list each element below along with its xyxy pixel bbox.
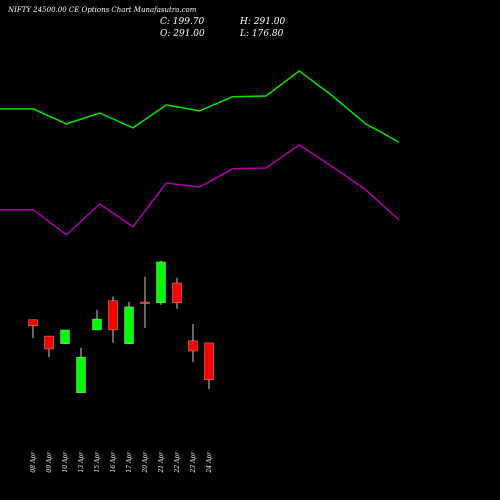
ohlc-label: H: 291.00: [239, 17, 286, 27]
candle-body: [124, 306, 134, 344]
x-tick-label: 15 Apr: [94, 451, 101, 473]
chart-title: NIFTY 24500.00 CE Options Chart Munafasu…: [7, 6, 197, 14]
candle-body: [92, 318, 102, 331]
x-tick-label: 10 Apr: [62, 451, 69, 473]
candle-body: [60, 329, 70, 344]
candle-body: [140, 301, 150, 304]
x-tick-label: 13 Apr: [78, 451, 85, 473]
x-tick-label: 16 Apr: [110, 451, 117, 473]
candle-body: [172, 282, 182, 303]
candle-body: [204, 342, 214, 381]
x-tick-label: 09 Apr: [46, 451, 53, 473]
candle-body: [108, 300, 118, 331]
x-tick-label: 17 Apr: [126, 451, 133, 473]
x-tick-label: 20 Apr: [142, 451, 149, 474]
ohlc-label: C: 199.70: [160, 17, 205, 27]
candle-body: [28, 319, 38, 327]
indicator-line: [0, 143, 400, 236]
candle-body: [156, 261, 166, 303]
x-tick-label: 24 Apr: [206, 451, 213, 474]
x-tick-label: 23 Apr: [190, 451, 197, 474]
x-tick-label: 22 Apr: [174, 451, 181, 474]
ohlc-label: O: 291.00: [160, 29, 205, 39]
indicator-line: [0, 69, 400, 143]
candle-body: [188, 340, 198, 352]
x-tick-label: 21 Apr: [158, 451, 165, 474]
ohlc-label: L: 176.80: [239, 29, 284, 39]
candle-body: [44, 335, 54, 350]
candle-body: [76, 356, 86, 393]
x-tick-label: 08 Apr: [30, 451, 37, 473]
